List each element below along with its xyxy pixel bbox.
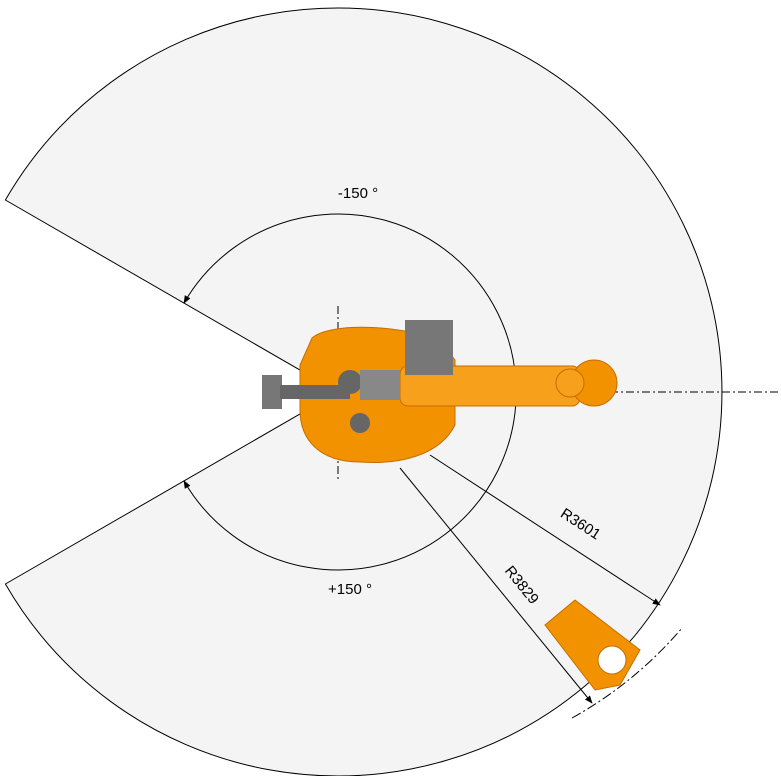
workspace-diagram: -150 ° +150 ° R3601 R3829 — [0, 0, 781, 776]
positive-angle-label: +150 ° — [328, 581, 372, 598]
negative-angle-label: -150 ° — [338, 185, 378, 202]
